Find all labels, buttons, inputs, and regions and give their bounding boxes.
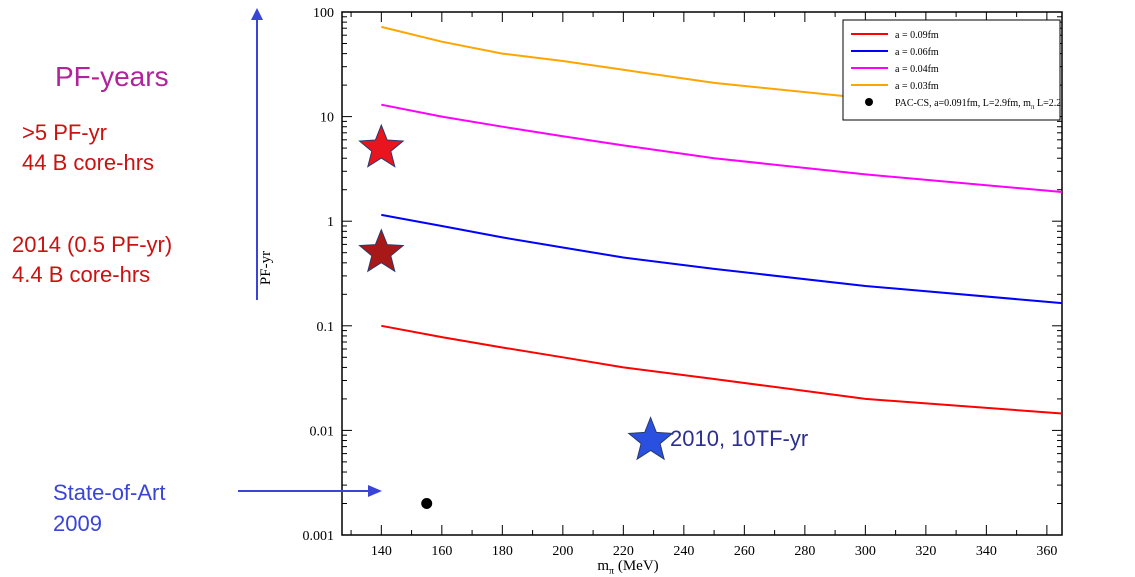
x-tick-label: 300	[855, 544, 876, 559]
series-line-3	[381, 25, 866, 100]
legend-box	[842, 19, 1061, 121]
x-tick-label: 180	[492, 544, 513, 559]
x-axis-title: mπ (MeV)	[597, 558, 658, 577]
4-4b-core-hrs-label: 4.4 B core-hrs	[12, 262, 150, 287]
y-tick-label: 0.001	[303, 529, 335, 544]
x-tick-label: 160	[431, 544, 452, 559]
x-tick-label: 240	[673, 544, 694, 559]
y-tick-label: 0.01	[310, 424, 335, 439]
2014-label: 2014 (0.5 PF-yr)	[12, 232, 172, 257]
x-tick-label: 200	[552, 544, 573, 559]
series-line-2	[381, 103, 1063, 193]
x-tick-label: 320	[915, 544, 936, 559]
x-tick-label: 280	[794, 544, 815, 559]
y-tick-label: 10	[320, 111, 334, 126]
state-of-art-label: State-of-Art	[53, 480, 165, 505]
x-tick-label: 360	[1036, 544, 1057, 559]
data-points	[421, 498, 433, 510]
legend: a = 0.09fm a = 0.06fm a = 0.04fm a = 0.03fm…	[842, 19, 1061, 121]
y-tick-label: 1	[327, 215, 334, 230]
x-tick-label: 340	[976, 544, 997, 559]
star-marker-2	[627, 416, 674, 461]
y-tick-label: 100	[313, 6, 334, 21]
vertical-arrow-head	[251, 8, 263, 20]
legend-label-2: a = 0.04fm	[895, 64, 939, 75]
star-markers	[358, 123, 674, 461]
x-tick-label: 260	[734, 544, 755, 559]
series-line-0	[381, 324, 1063, 415]
star-2010-label: 2010, 10TF-yr	[670, 426, 808, 451]
44b-core-hrs-label: 44 B core-hrs	[22, 150, 154, 175]
x-tick-label: 220	[613, 544, 634, 559]
legend-point-swatch	[865, 98, 873, 106]
pac-cs-point	[421, 498, 433, 510]
year-2009-label: 2009	[53, 511, 102, 536]
y-tick-label: 0.1	[317, 320, 335, 335]
star-marker-1	[358, 228, 405, 273]
legend-label-point: PAC-CS, a=0.091fm, L=2.9fm, mπ L=2.2	[895, 98, 1061, 111]
gt5-pf-yr-label: >5 PF-yr	[22, 120, 107, 145]
plot-frame	[341, 11, 1063, 536]
series-line-1	[381, 213, 1063, 305]
plot-border	[341, 11, 1063, 536]
y-axis-title: PF-yr	[258, 251, 274, 285]
legend-label-1: a = 0.06fm	[895, 47, 939, 58]
legend-label-3: a = 0.03fm	[895, 81, 939, 92]
state-of-art-arrow-head	[368, 485, 382, 497]
series-lines	[381, 25, 1063, 415]
x-tick-label: 140	[371, 544, 392, 559]
legend-label-0: a = 0.09fm	[895, 30, 939, 41]
pf-years-label: PF-years	[55, 61, 169, 92]
star-marker-0	[358, 123, 405, 168]
